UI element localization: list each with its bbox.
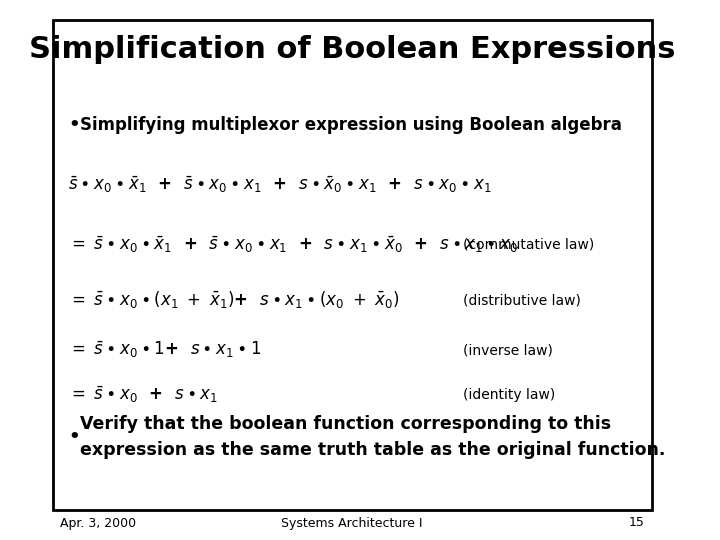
Text: Verify that the boolean function corresponding to this
expression as the same tr: Verify that the boolean function corresp… (80, 415, 665, 459)
Text: •: • (68, 428, 80, 446)
Text: (inverse law): (inverse law) (464, 343, 553, 357)
Text: $=\ \bar{s}\bullet x_0\bullet\bar{x}_1$  +  $\bar{s}\bullet x_0\bullet x_1$  +  : $=\ \bar{s}\bullet x_0\bullet\bar{x}_1$ … (68, 235, 518, 255)
Text: $\bar{s}\bullet x_0\bullet\bar{x}_1$  +  $\bar{s}\bullet x_0\bullet x_1$  +  $s\: $\bar{s}\bullet x_0\bullet\bar{x}_1$ + $… (68, 175, 492, 195)
Text: Apr. 3, 2000: Apr. 3, 2000 (60, 516, 136, 530)
FancyBboxPatch shape (53, 20, 652, 510)
Text: •: • (68, 116, 80, 134)
Text: 15: 15 (629, 516, 644, 530)
Text: $=\ \bar{s}\bullet x_0\bullet 1$+  $s\bullet x_1\bullet 1$: $=\ \bar{s}\bullet x_0\bullet 1$+ $s\bul… (68, 340, 261, 360)
Text: Simplifying multiplexor expression using Boolean algebra: Simplifying multiplexor expression using… (80, 116, 622, 134)
Text: $=\ \bar{s}\bullet x_0\bullet(x_1\ +\ \bar{x}_1)$+  $s\bullet x_1\bullet(x_0\ +\: $=\ \bar{s}\bullet x_0\bullet(x_1\ +\ \b… (68, 289, 400, 310)
Text: (distributive law): (distributive law) (464, 293, 581, 307)
Text: Simplification of Boolean Expressions: Simplification of Boolean Expressions (29, 36, 675, 64)
Text: $=\ \bar{s}\bullet x_0$  +  $s\bullet x_1$: $=\ \bar{s}\bullet x_0$ + $s\bullet x_1$ (68, 385, 218, 405)
Text: Systems Architecture I: Systems Architecture I (282, 516, 423, 530)
Text: (identity law): (identity law) (464, 388, 556, 402)
Text: (commutative law): (commutative law) (464, 238, 595, 252)
